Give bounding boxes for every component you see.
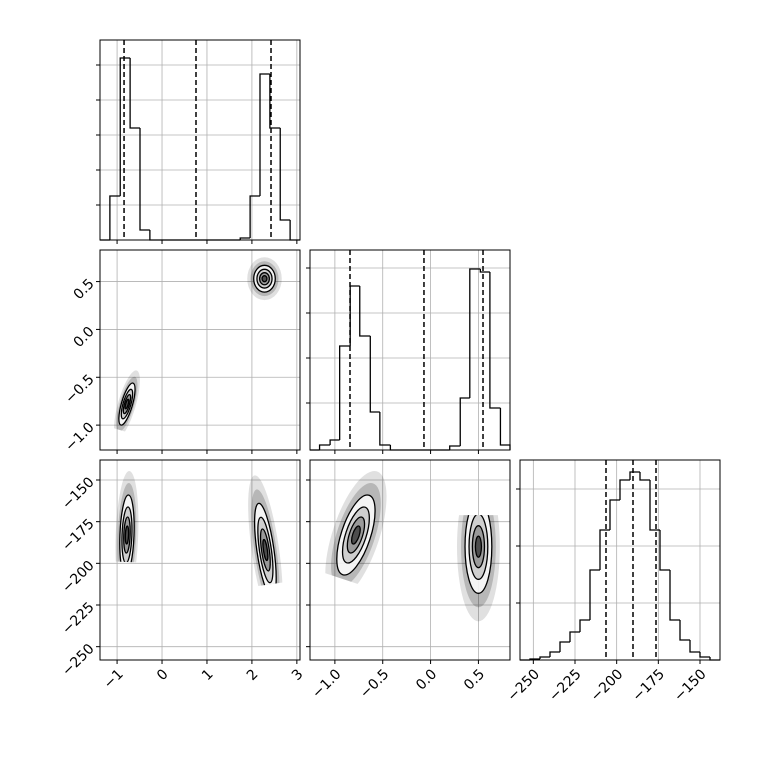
histogram-step bbox=[539, 656, 550, 659]
x-tick-label: 0.5 bbox=[461, 666, 488, 693]
histogram-step bbox=[239, 237, 251, 240]
histogram-step bbox=[369, 336, 380, 413]
density-contour bbox=[124, 525, 130, 545]
histogram-step bbox=[129, 58, 140, 129]
histogram-step bbox=[499, 408, 511, 450]
histogram-step bbox=[109, 195, 121, 240]
histogram-step bbox=[629, 471, 640, 480]
histogram-step bbox=[589, 569, 600, 620]
panel-frame bbox=[99, 459, 301, 661]
histogram-step bbox=[269, 74, 281, 129]
x-tick-label: 2 bbox=[244, 666, 262, 684]
histogram-step bbox=[139, 128, 150, 231]
histogram-step bbox=[479, 269, 490, 273]
histogram-step bbox=[469, 268, 481, 398]
histogram-step bbox=[318, 444, 331, 450]
density-contour bbox=[474, 535, 483, 558]
x-tick-label: −225 bbox=[546, 666, 585, 705]
y-tick-label: −175 bbox=[59, 516, 98, 555]
y-tick-label: −150 bbox=[59, 474, 98, 513]
y-tick-label: −1.0 bbox=[62, 419, 97, 454]
histogram-step bbox=[699, 652, 710, 658]
x-tick-label: −200 bbox=[588, 666, 627, 705]
y-tick-label: 0.0 bbox=[71, 324, 98, 351]
histogram-step bbox=[559, 641, 570, 652]
panel-frame bbox=[309, 249, 511, 451]
histogram-step bbox=[679, 620, 690, 641]
x-tick-label: −250 bbox=[504, 666, 543, 705]
histogram-step bbox=[339, 345, 351, 440]
panel-frame bbox=[99, 39, 301, 241]
histogram-step bbox=[449, 445, 461, 450]
histogram-step bbox=[379, 412, 391, 446]
x-tick-label: −1 bbox=[101, 666, 127, 692]
x-tick-label: 0 bbox=[154, 666, 172, 684]
density-contour bbox=[262, 538, 269, 562]
histogram-step bbox=[569, 631, 580, 642]
panel-frame bbox=[519, 459, 721, 661]
histogram-step bbox=[389, 445, 400, 451]
histogram-step bbox=[669, 570, 680, 621]
density-contour bbox=[350, 525, 361, 545]
histogram-step bbox=[659, 530, 670, 571]
density-contour bbox=[261, 275, 268, 283]
histogram-step bbox=[249, 195, 260, 238]
x-tick-label: −0.5 bbox=[357, 666, 392, 701]
histogram-step bbox=[639, 472, 650, 481]
y-tick-label: −250 bbox=[59, 641, 98, 680]
histogram-step bbox=[359, 286, 371, 337]
histogram-step bbox=[119, 57, 131, 196]
x-tick-label: −1.0 bbox=[309, 666, 344, 701]
y-tick-label: −200 bbox=[59, 558, 98, 597]
histogram-step bbox=[689, 640, 700, 653]
x-tick-label: 3 bbox=[289, 666, 307, 684]
histogram-step bbox=[549, 651, 560, 657]
x-tick-label: 1 bbox=[199, 666, 217, 684]
histogram-step bbox=[149, 230, 161, 241]
y-tick-label: −0.5 bbox=[62, 372, 97, 407]
histogram-step bbox=[349, 285, 360, 346]
histogram-step bbox=[649, 480, 660, 531]
histogram-step bbox=[329, 439, 340, 445]
histogram-step bbox=[459, 397, 470, 446]
histogram-step bbox=[259, 73, 270, 196]
x-tick-label: −175 bbox=[629, 666, 668, 705]
x-tick-label: −150 bbox=[671, 666, 710, 705]
histogram-step bbox=[289, 220, 300, 241]
histogram-step bbox=[579, 619, 590, 632]
x-tick-label: 0.0 bbox=[413, 666, 440, 693]
histogram-step bbox=[489, 272, 501, 409]
panel-frame bbox=[99, 249, 301, 451]
y-tick-label: 0.5 bbox=[71, 276, 98, 303]
density-contour bbox=[124, 398, 130, 410]
histogram-step bbox=[619, 479, 630, 500]
y-tick-label: −225 bbox=[59, 599, 98, 638]
panel-frame bbox=[309, 459, 511, 661]
histogram-step bbox=[279, 128, 291, 221]
histogram-step bbox=[599, 529, 610, 570]
histogram-step bbox=[609, 499, 620, 530]
